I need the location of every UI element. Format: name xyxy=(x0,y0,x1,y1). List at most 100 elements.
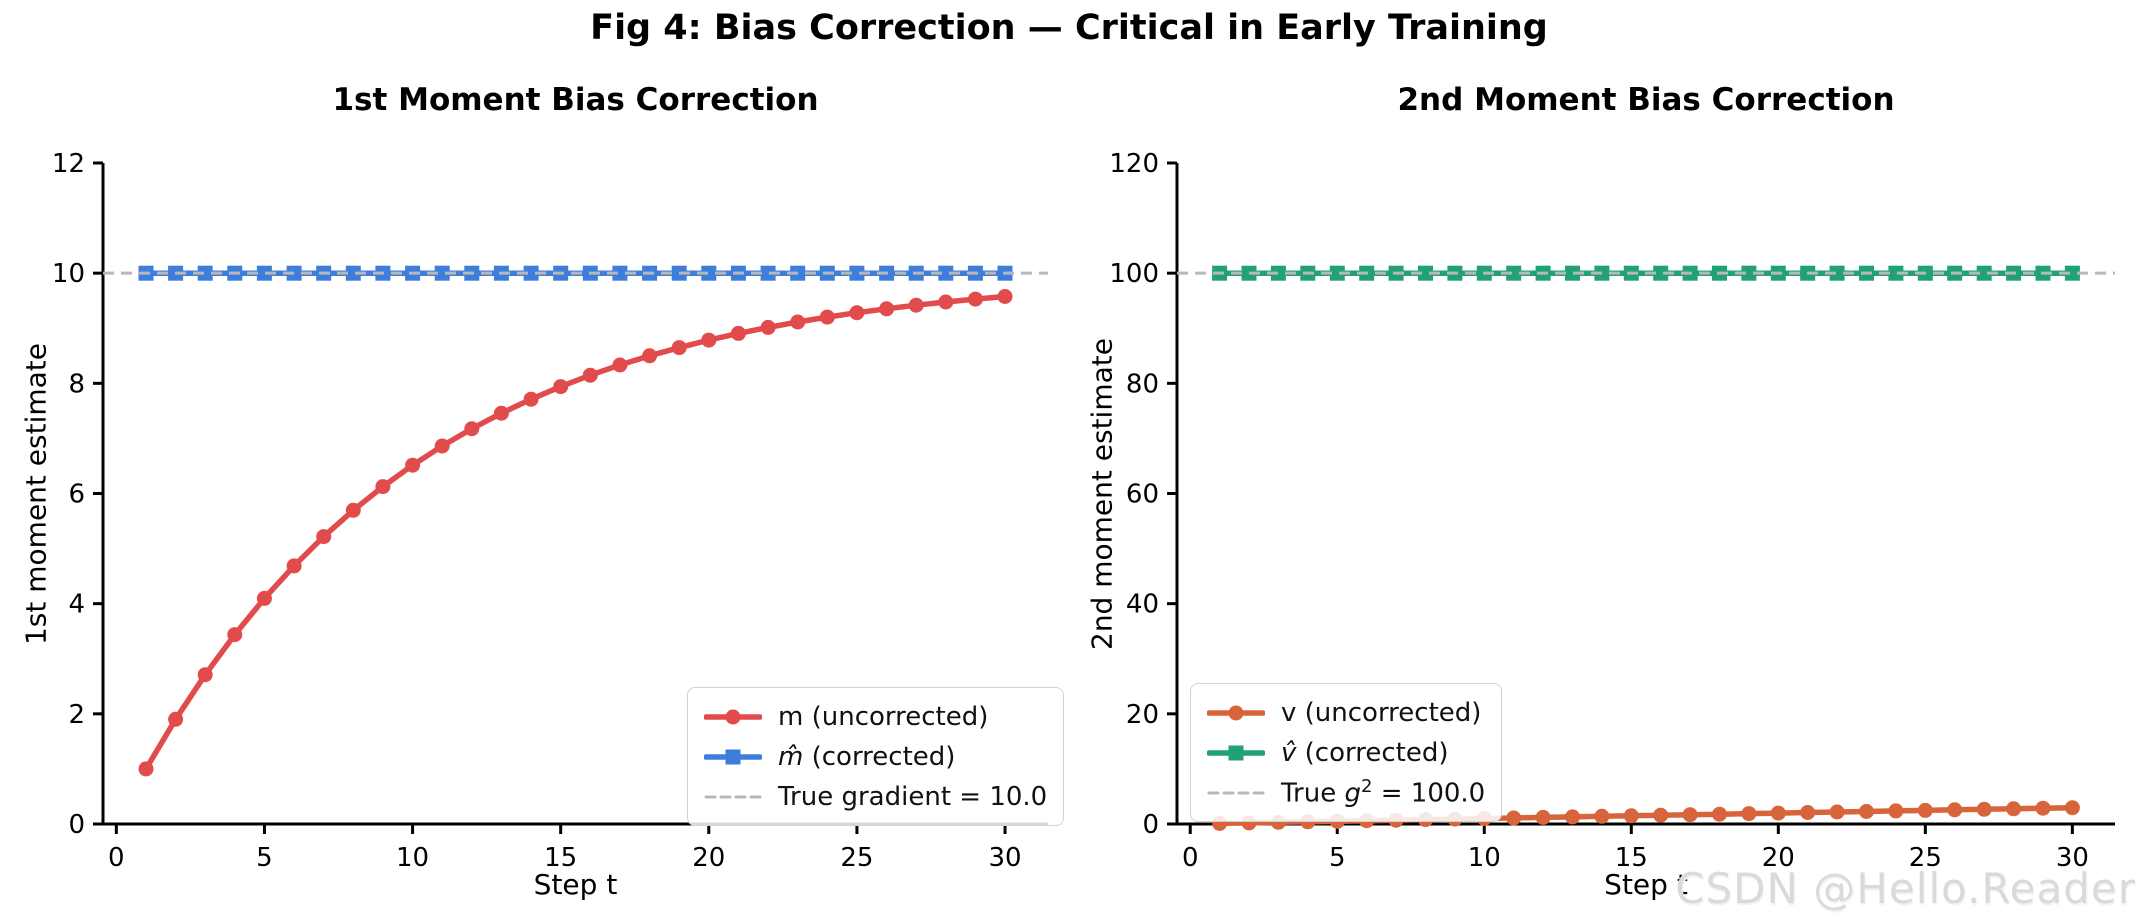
x-tick-label: 15 xyxy=(1615,843,1648,873)
plot2-x-axis-label: Step t xyxy=(1604,868,1688,901)
circle-marker xyxy=(256,590,272,606)
circle-marker xyxy=(1888,803,1904,819)
legend-entry: True gradient = 10.0 xyxy=(704,777,1047,816)
x-tick-label: 10 xyxy=(396,843,429,873)
square-marker xyxy=(197,265,213,281)
circle-marker xyxy=(582,367,598,383)
y-tick-label: 120 xyxy=(1109,149,1159,179)
legend-circle-sample-icon xyxy=(704,709,762,724)
square-marker xyxy=(760,265,776,281)
circle-marker xyxy=(790,314,806,330)
circle-marker xyxy=(2064,800,2080,816)
circle-marker xyxy=(1976,801,1992,817)
square-marker xyxy=(1829,265,1845,281)
x-tick-label: 0 xyxy=(1182,843,1199,873)
legend-circle-sample-icon xyxy=(1207,705,1265,720)
circle-marker xyxy=(553,379,569,395)
circle-marker xyxy=(1594,808,1610,824)
circle-marker xyxy=(1565,809,1580,825)
plot2-title: 2nd Moment Bias Correction xyxy=(1397,82,1895,118)
y-tick-label: 20 xyxy=(1126,700,1159,730)
legend-square-sample-icon xyxy=(704,749,762,764)
square-marker xyxy=(256,265,272,281)
circle-marker xyxy=(523,391,539,407)
y-tick-label: 40 xyxy=(1126,590,1159,620)
circle-marker xyxy=(879,301,895,317)
legend-entry: m̂ (corrected) xyxy=(704,737,1047,776)
circle-marker xyxy=(1770,805,1786,821)
circle-marker xyxy=(908,297,924,313)
circle-marker xyxy=(405,457,421,473)
plot1-y-axis-label: 1st moment estimate xyxy=(19,342,53,646)
x-tick-label: 20 xyxy=(1762,843,1795,873)
legend-entry-label: v̂ (corrected) xyxy=(1281,737,1449,768)
circle-marker xyxy=(138,761,154,777)
legend-entry-label: True gradient = 10.0 xyxy=(778,781,1048,812)
figure-title: Fig 4: Bias Correction — Critical in Ear… xyxy=(590,8,1548,48)
circle-marker xyxy=(1506,810,1522,826)
circle-marker xyxy=(168,711,184,727)
circle-marker xyxy=(760,319,776,335)
x-tick-label: 10 xyxy=(1468,843,1501,873)
legend-entry: m (uncorrected) xyxy=(704,697,1047,736)
watermark: CSDN @Hello.Reader xyxy=(1675,864,2136,913)
square-marker xyxy=(434,265,450,281)
x-tick-label: 25 xyxy=(1909,843,1942,873)
y-tick-label: 10 xyxy=(52,259,85,289)
x-tick-label: 30 xyxy=(2056,843,2089,873)
legend-entry-label: m̂ (corrected) xyxy=(778,741,956,772)
square-marker xyxy=(2064,265,2080,281)
y-tick-label: 2 xyxy=(68,700,85,730)
legend-entry-label: m (uncorrected) xyxy=(778,701,989,732)
circle-marker xyxy=(2006,801,2022,817)
circle-marker xyxy=(1741,806,1757,822)
circle-marker xyxy=(316,529,332,545)
legend-square-sample-icon xyxy=(1207,745,1265,760)
circle-marker xyxy=(1829,804,1845,820)
y-tick-label: 0 xyxy=(68,810,85,840)
circle-marker xyxy=(642,348,658,364)
plot1-legend: m (uncorrected) m̂ (corrected) True gradie… xyxy=(687,687,1065,826)
square-marker xyxy=(612,265,628,281)
circle-marker xyxy=(701,332,717,348)
y-tick-label: 4 xyxy=(68,590,85,620)
circle-marker xyxy=(671,340,687,356)
y-tick-label: 100 xyxy=(1109,259,1159,289)
circle-marker xyxy=(464,421,480,437)
series-m-uncorrected xyxy=(138,289,1013,777)
square-marker xyxy=(1270,265,1286,281)
y-tick-label: 80 xyxy=(1126,369,1159,399)
circle-marker xyxy=(227,627,243,643)
square-marker xyxy=(345,265,361,281)
square-marker xyxy=(286,265,302,281)
circle-marker xyxy=(1653,807,1669,823)
y-tick-label: 12 xyxy=(52,149,85,179)
square-marker xyxy=(701,265,717,281)
circle-marker xyxy=(1800,805,1816,820)
circle-marker xyxy=(1623,808,1639,824)
x-tick-label: 30 xyxy=(988,843,1021,873)
circle-marker xyxy=(997,289,1013,304)
square-marker xyxy=(1418,265,1433,281)
circle-marker xyxy=(1859,804,1874,819)
legend-entry-label: v (uncorrected) xyxy=(1281,697,1482,728)
square-marker xyxy=(1741,265,1757,281)
legend-entry: True g2 = 100.0 xyxy=(1207,773,1485,812)
circle-marker xyxy=(434,438,450,454)
plot1-title: 1st Moment Bias Correction xyxy=(332,82,819,118)
circle-marker xyxy=(375,479,391,495)
circle-marker xyxy=(345,502,361,518)
y-tick-label: 60 xyxy=(1126,480,1159,510)
legend-dash-sample-icon xyxy=(1207,791,1265,794)
plot2-y-axis-label: 2nd moment estimate xyxy=(1085,338,1119,650)
plot2-legend: v (uncorrected) v̂ (corrected) True g2 = 1… xyxy=(1190,683,1503,822)
circle-marker xyxy=(819,309,835,325)
legend-entry: v̂ (corrected) xyxy=(1207,733,1485,772)
circle-marker xyxy=(197,667,213,683)
x-tick-label: 5 xyxy=(256,843,273,873)
plot1-x-axis-label: Step t xyxy=(533,868,618,901)
y-tick-label: 6 xyxy=(68,480,85,510)
y-tick-label: 0 xyxy=(1142,810,1159,840)
legend-dash-sample-icon xyxy=(704,795,762,798)
